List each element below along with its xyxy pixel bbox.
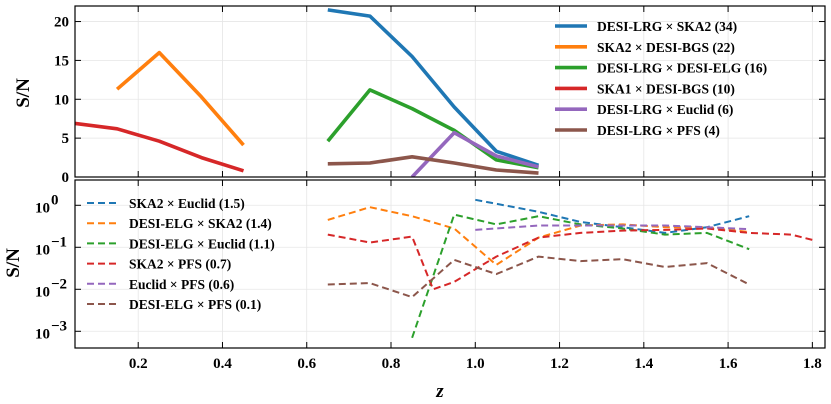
series-line-desi-lrg-ska2-34 [327, 8, 540, 168]
legend-label-ska1-desi-bgs-10: SKA1 × DESI-BGS (10) [597, 81, 735, 96]
bottom-y-tick-label: 10 [35, 284, 50, 300]
legend-label-euclid-pfs-0-6: Euclid × PFS (0.6) [129, 277, 234, 292]
x-tick-label: 1.8 [803, 356, 822, 372]
bottom-y-axis-title: S/N [3, 248, 24, 278]
x-tick-label: 0.2 [129, 356, 148, 372]
top-y-tick-label: 10 [54, 92, 69, 108]
legend-label-ska2-desi-bgs-22: SKA2 × DESI-BGS (22) [597, 40, 735, 55]
legend-label-desi-elg-euclid-1-1: DESI-ELG × Euclid (1.1) [129, 236, 275, 251]
bottom-legend: SKA2 × Euclid (1.5) DESI-ELG × SKA2 (1.4)… [87, 196, 275, 312]
series-line-euclid-pfs-0-6 [475, 224, 750, 231]
series-line-desi-lrg-pfs-4 [327, 155, 539, 175]
top-series-group [75, 8, 540, 177]
x-tick-label: 1.4 [634, 356, 653, 372]
x-tick-label: 0.4 [213, 356, 232, 372]
legend-label-ska2-euclid-1-5: SKA2 × Euclid (1.5) [129, 196, 245, 211]
x-tick-label: 0.6 [297, 356, 316, 372]
series-line-ska1-desi-bgs-10 [75, 121, 245, 173]
series-line-desi-lrg-euclid-6 [410, 130, 539, 177]
bottom-y-tick-label-exponent: −3 [51, 318, 67, 334]
legend-label-desi-elg-ska2-1-4: DESI-ELG × SKA2 (1.4) [129, 216, 272, 231]
series-line-desi-elg-euclid-1-1 [411, 213, 750, 339]
series-line-desi-lrg-desi-elg-16 [326, 88, 539, 170]
top-y-tick-label: 0 [62, 170, 70, 186]
bottom-axes-frame [74, 179, 826, 349]
top-y-tick-label: 20 [54, 15, 69, 31]
series-line-ska2-desi-bgs-22 [115, 50, 245, 147]
legend-label-desi-lrg-euclid-6: DESI-LRG × Euclid (6) [597, 102, 733, 117]
legend-label-desi-lrg-desi-elg-16: DESI-LRG × DESI-ELG (16) [597, 61, 767, 76]
bottom-y-tick-label-exponent: 0 [51, 192, 59, 208]
legend-label-ska2-pfs-0-7: SKA2 × PFS (0.7) [129, 257, 231, 272]
x-tick-label: 1.6 [719, 356, 738, 372]
top-legend: DESI-LRG × SKA2 (34) SKA2 × DESI-BGS (22)… [555, 19, 767, 138]
bottom-y-tick-label-exponent: −1 [51, 234, 67, 250]
x-tick-label: 0.8 [382, 356, 401, 372]
top-panel: 0 5 10 15 20 DESI-LRG × SKA2 (34) SKA2 × DESI-… [54, 5, 826, 186]
bottom-y-tick-label: 10 [35, 326, 50, 342]
x-tick-label: 1.0 [466, 356, 485, 372]
legend-label-desi-elg-pfs-0-1: DESI-ELG × PFS (0.1) [129, 297, 261, 312]
bottom-y-tick-label-exponent: −2 [51, 276, 67, 292]
legend-label-desi-lrg-ska2-34: DESI-LRG × SKA2 (34) [597, 19, 737, 34]
bottom-y-tick-label: 10 [35, 200, 50, 216]
top-axes-frame [74, 5, 826, 178]
series-line-desi-elg-pfs-0-1 [327, 255, 750, 299]
x-tick-label: 1.2 [550, 356, 569, 372]
top-y-tick-label: 15 [54, 53, 69, 69]
series-line-ska2-pfs-0-7 [327, 227, 813, 291]
legend-label-desi-lrg-pfs-4: DESI-LRG × PFS (4) [597, 123, 720, 138]
x-axis-title: z [435, 381, 444, 402]
top-y-tick-label: 5 [62, 131, 70, 147]
bottom-panel: 10−310−210−110 00.2 0.4 0.6 0.8 1.0 1.2 1.4 1.6 1… [35, 179, 826, 372]
top-y-axis-title: S/N [13, 78, 34, 108]
bottom-series-group [327, 198, 813, 339]
bottom-y-tick-label: 10 [35, 242, 50, 258]
